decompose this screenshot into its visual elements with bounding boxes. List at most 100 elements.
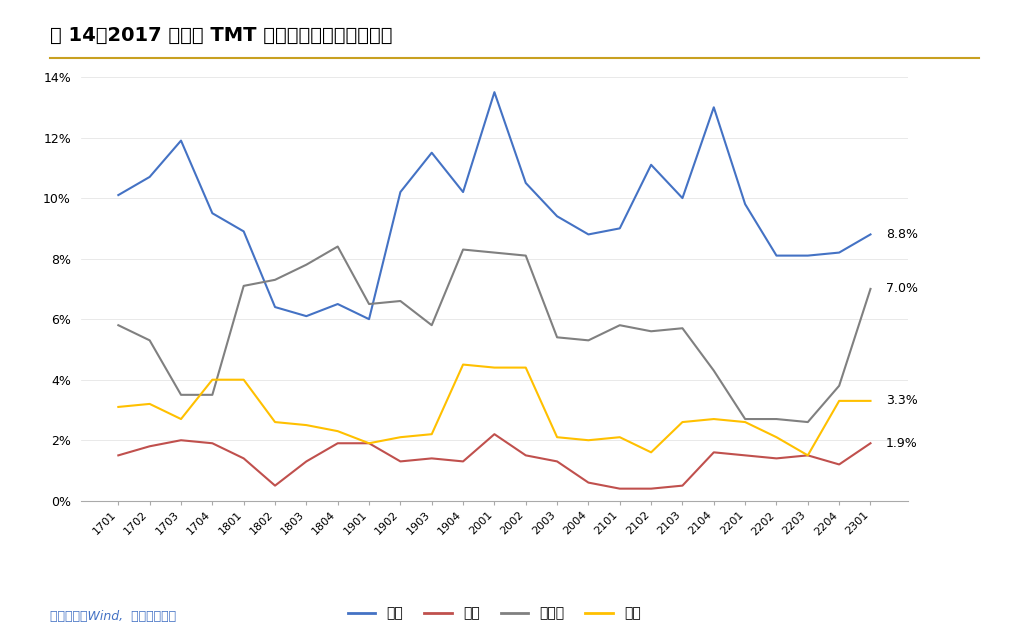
电子 (865, 230, 877, 238)
传媒 (488, 364, 500, 372)
通信 (206, 439, 218, 447)
计算机 (457, 246, 469, 254)
传媒 (206, 376, 218, 383)
传媒 (426, 430, 438, 438)
传媒 (645, 449, 657, 456)
电子 (833, 248, 846, 256)
传媒 (332, 428, 344, 435)
Text: 3.3%: 3.3% (886, 394, 918, 408)
Text: 7.0%: 7.0% (886, 282, 918, 295)
计算机 (332, 243, 344, 250)
传媒 (551, 433, 563, 441)
电子 (175, 137, 187, 144)
传媒 (582, 437, 594, 444)
电子 (551, 213, 563, 220)
计算机 (645, 327, 657, 335)
计算机 (395, 297, 407, 305)
传媒 (269, 418, 282, 426)
传媒 (301, 421, 313, 429)
电子 (707, 103, 719, 111)
电子 (457, 188, 469, 196)
计算机 (707, 367, 719, 374)
传媒 (676, 418, 688, 426)
通信 (739, 451, 751, 459)
电子 (802, 252, 814, 259)
计算机 (676, 324, 688, 332)
通信 (301, 458, 313, 465)
计算机 (301, 261, 313, 268)
通信 (395, 458, 407, 465)
电子 (426, 149, 438, 157)
通信 (707, 449, 719, 456)
Line: 计算机: 计算机 (118, 247, 871, 422)
通信 (175, 437, 187, 444)
传媒 (112, 403, 124, 411)
电子 (332, 300, 344, 308)
传媒 (865, 397, 877, 404)
通信 (802, 451, 814, 459)
计算机 (613, 322, 626, 329)
传媒 (739, 418, 751, 426)
计算机 (143, 336, 155, 344)
传媒 (771, 433, 783, 441)
计算机 (426, 322, 438, 329)
Line: 传媒: 传媒 (118, 365, 871, 455)
传媒 (395, 433, 407, 441)
计算机 (582, 336, 594, 344)
电子 (582, 230, 594, 238)
计算机 (363, 300, 375, 308)
电子 (269, 303, 282, 311)
通信 (269, 482, 282, 489)
传媒 (143, 400, 155, 408)
计算机 (175, 391, 187, 399)
电子 (143, 173, 155, 181)
传媒 (833, 397, 846, 404)
Text: 数据来源：Wind,  西南证券整理: 数据来源：Wind, 西南证券整理 (50, 610, 177, 623)
计算机 (739, 415, 751, 423)
电子 (645, 161, 657, 169)
计算机 (206, 391, 218, 399)
电子 (238, 227, 250, 235)
计算机 (112, 322, 124, 329)
计算机 (865, 285, 877, 293)
计算机 (520, 252, 532, 259)
传媒 (802, 451, 814, 459)
电子 (488, 89, 500, 96)
通信 (488, 430, 500, 438)
通信 (582, 479, 594, 487)
计算机 (833, 382, 846, 390)
Line: 电子: 电子 (118, 92, 871, 319)
通信 (645, 485, 657, 492)
通信 (426, 455, 438, 462)
传媒 (707, 415, 719, 423)
电子 (363, 315, 375, 323)
通信 (676, 482, 688, 489)
通信 (457, 458, 469, 465)
通信 (112, 451, 124, 459)
通信 (143, 442, 155, 450)
传媒 (613, 433, 626, 441)
传媒 (457, 361, 469, 369)
电子 (395, 188, 407, 196)
电子 (112, 191, 124, 199)
计算机 (238, 282, 250, 290)
传媒 (363, 439, 375, 447)
通信 (833, 460, 846, 468)
计算机 (802, 418, 814, 426)
通信 (238, 455, 250, 462)
Text: 1.9%: 1.9% (886, 437, 918, 450)
计算机 (771, 415, 783, 423)
计算机 (269, 276, 282, 284)
电子 (206, 209, 218, 217)
传媒 (520, 364, 532, 372)
计算机 (551, 333, 563, 341)
Line: 通信: 通信 (118, 434, 871, 489)
通信 (551, 458, 563, 465)
传媒 (238, 376, 250, 383)
Text: 图 14：2017 年以来 TMT 板块各行业基金配置比例: 图 14：2017 年以来 TMT 板块各行业基金配置比例 (50, 26, 393, 45)
Text: 8.8%: 8.8% (886, 228, 918, 241)
电子 (676, 195, 688, 202)
计算机 (488, 248, 500, 256)
通信 (363, 439, 375, 447)
Legend: 电子, 通信, 计算机, 传媒: 电子, 通信, 计算机, 传媒 (342, 601, 647, 626)
